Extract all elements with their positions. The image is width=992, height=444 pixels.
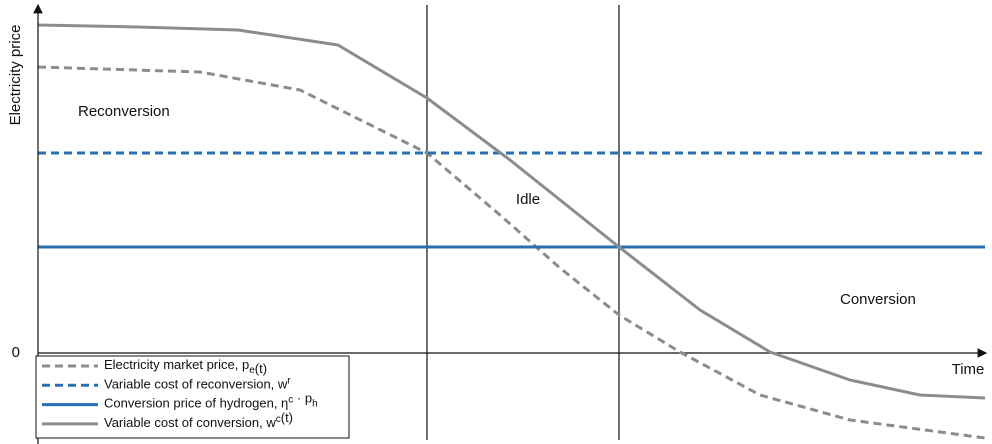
legend-superscript: c [288,394,293,405]
legend-superscript: c [276,414,281,425]
plot-area [37,5,988,440]
y-axis-label: Electricity price [7,25,24,126]
legend-text: · p [293,391,312,406]
legend-label: Variable cost of reconversion, wr [104,375,291,392]
x-axis-label: Time [952,361,985,378]
region-label: Idle [516,191,540,208]
legend-label: Electricity market price, pe(t) [104,357,267,376]
legend-label: Conversion price of hydrogen, ηc · ph [104,391,318,411]
legend-text: Variable cost of reconversion, w [104,377,288,392]
legend-subscript: e [249,365,255,376]
region-label: Conversion [840,291,916,308]
legend-text: Electricity market price, p [104,357,249,372]
legend-superscript: r [287,375,291,386]
legend-text: Variable cost of conversion, w [104,415,276,430]
legend-text: Conversion price of hydrogen, η [104,396,288,411]
series-line [37,23,986,400]
legend: Electricity market price, pe(t)Variable … [35,355,350,439]
legend-label: Variable cost of conversion, wc(t) [104,410,293,430]
series-line [37,65,986,440]
region-label: Reconversion [78,103,170,120]
legend-text: (t) [281,410,293,425]
legend-subscript: h [312,398,318,409]
legend-text: (t) [255,361,267,376]
y-tick-label: 0 [12,344,20,361]
